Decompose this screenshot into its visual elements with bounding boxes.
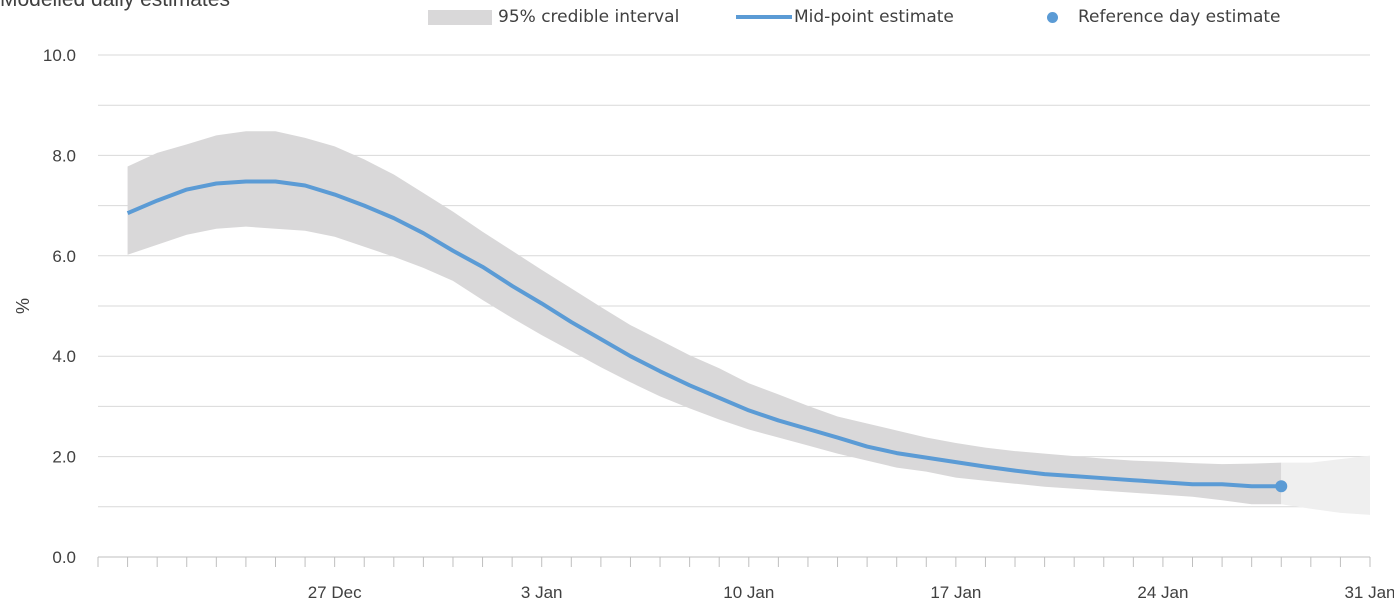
x-tick-label: 24 Jan bbox=[1137, 583, 1188, 602]
y-tick-label: 6.0 bbox=[52, 247, 76, 266]
y-tick-label: 4.0 bbox=[52, 347, 76, 366]
x-tick-label: 27 Dec bbox=[308, 583, 362, 602]
mid-point-line bbox=[126, 179, 1282, 489]
x-tick-label: 17 Jan bbox=[930, 583, 981, 602]
x-tick-label: 31 Jan bbox=[1344, 583, 1394, 602]
y-tick-label: 10.0 bbox=[43, 46, 76, 65]
y-tick-label: 0.0 bbox=[52, 548, 76, 567]
legend-item-credible-interval: 95% credible interval bbox=[428, 7, 679, 27]
legend-label-reference-day: Reference day estimate bbox=[1078, 7, 1281, 27]
legend-label-credible-interval: 95% credible interval bbox=[498, 7, 680, 27]
x-tick-label: 3 Jan bbox=[521, 583, 563, 602]
legend-label-mid-point: Mid-point estimate bbox=[794, 7, 954, 27]
y-tick-label: 2.0 bbox=[52, 448, 76, 467]
y-axis-title: % bbox=[13, 298, 33, 314]
reference-day-point bbox=[1275, 480, 1288, 493]
credible-interval-band bbox=[127, 131, 1282, 505]
legend-item-mid-point: Mid-point estimate bbox=[736, 7, 954, 27]
y-tick-label: 8.0 bbox=[52, 146, 76, 165]
reference-day-swatch bbox=[1047, 11, 1058, 23]
mid-point-swatch bbox=[736, 15, 792, 19]
credible-interval-swatch bbox=[428, 9, 492, 25]
chart-title: Modelled daily estimates bbox=[0, 0, 230, 12]
legend-item-reference-day: Reference day estimate bbox=[1047, 7, 1281, 27]
projection-band bbox=[1281, 455, 1370, 515]
x-tick-label: 10 Jan bbox=[723, 583, 774, 602]
